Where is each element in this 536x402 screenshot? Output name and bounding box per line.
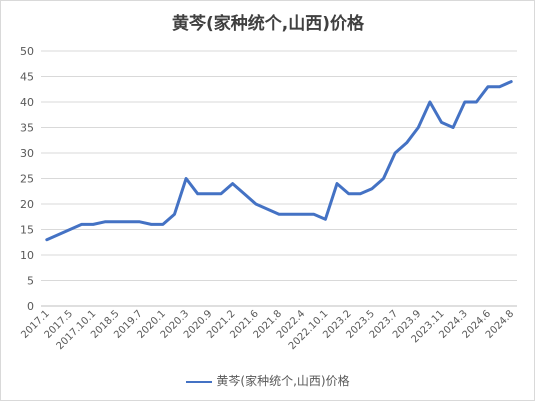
y-tick-label: 40 (20, 96, 34, 109)
y-tick-label: 15 (20, 224, 34, 237)
legend-label: 黄芩(家种统个,山西)价格 (216, 374, 350, 388)
y-tick-label: 0 (27, 300, 34, 313)
series-line (45, 80, 513, 242)
legend: 黄芩(家种统个,山西)价格 (0, 372, 536, 389)
y-tick-label: 45 (20, 71, 34, 84)
y-tick-label: 5 (27, 275, 34, 288)
y-tick-label: 50 (20, 45, 34, 58)
y-tick-label: 10 (20, 249, 34, 262)
y-tick-label: 35 (20, 122, 34, 135)
chart-title: 黄芩(家种统个,山西)价格 (172, 14, 364, 34)
y-tick-label: 25 (20, 173, 34, 186)
y-tick-label: 20 (20, 198, 34, 211)
y-tick-label: 30 (20, 147, 34, 160)
legend-swatch (186, 380, 213, 383)
